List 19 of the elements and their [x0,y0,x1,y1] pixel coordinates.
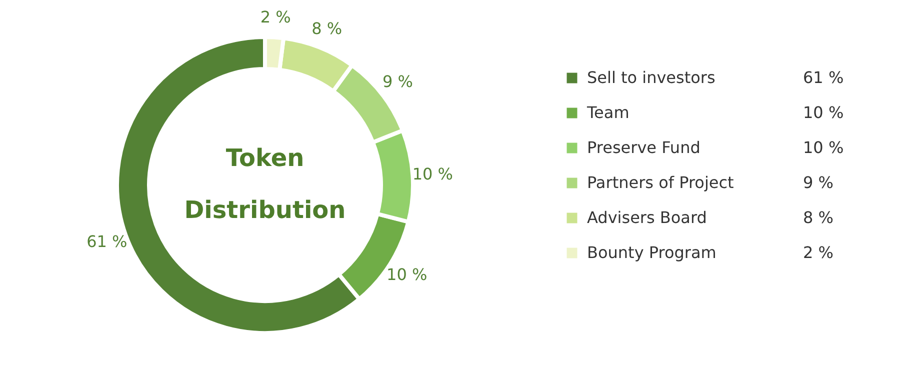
data-label: 8 % [312,18,342,38]
text: 10 % [803,138,844,157]
data-label: 9 % [382,72,413,92]
text: 8 % [803,208,834,227]
data-label: 61 % [86,232,128,251]
legend-label: Bounty Program [587,243,716,262]
data-label: 10 % [386,265,428,284]
data-label: 2 % [260,7,291,26]
text: 2 % [803,243,834,262]
legend-label: Sell to investors [587,68,716,87]
legend-label: Preserve Fund [587,138,700,157]
data-label: 10 % [412,164,453,184]
text: 9 % [803,173,834,192]
text: 10 % [803,103,844,122]
text: 61 % [803,68,844,87]
text: Token Distribution [184,144,346,224]
legend-label: Advisers Board [587,208,707,227]
legend-label: Team [586,103,630,122]
legend-label: Partners of Project [587,173,734,192]
